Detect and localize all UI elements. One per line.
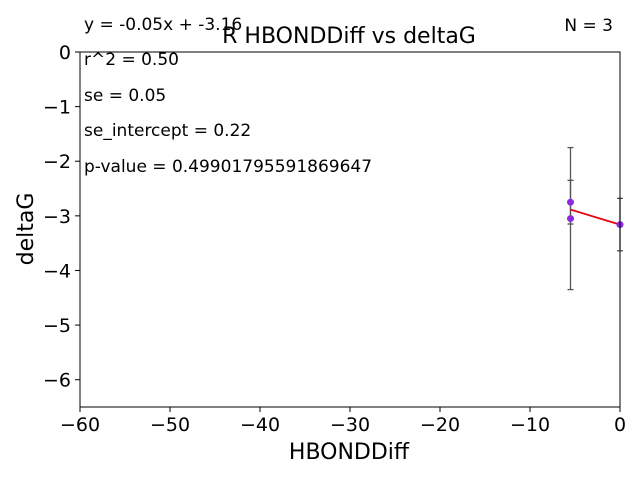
se-annotation: se = 0.05 xyxy=(84,86,166,106)
y-tick-label: −6 xyxy=(43,370,71,392)
n-annotation: N = 3 xyxy=(564,16,613,36)
x-tick-label: −30 xyxy=(330,414,370,436)
x-tick-label: −10 xyxy=(510,414,550,436)
p-value-annotation: p-value = 0.49901795591869647 xyxy=(84,157,372,177)
x-tick-label: −50 xyxy=(150,414,190,436)
y-tick-label: 0 xyxy=(59,42,71,64)
r2-annotation: r^2 = 0.50 xyxy=(84,50,179,70)
x-tick-label: −60 xyxy=(60,414,100,436)
x-tick-label: 0 xyxy=(614,414,626,436)
x-axis-label: HBONDDiff xyxy=(289,440,410,465)
equation-annotation: y = -0.05x + -3.16 xyxy=(84,15,242,35)
y-tick-label: −3 xyxy=(43,206,71,228)
y-axis-label: deltaG xyxy=(14,193,39,266)
y-tick-label: −4 xyxy=(43,260,71,282)
y-tick-label: −5 xyxy=(43,315,71,337)
se-intercept-annotation: se_intercept = 0.22 xyxy=(84,121,251,141)
data-point xyxy=(567,199,574,206)
chart-title: R HBONDDiff vs deltaG xyxy=(222,24,476,49)
y-tick-label: −2 xyxy=(43,151,71,173)
x-tick-label: −20 xyxy=(420,414,460,436)
regression-line xyxy=(571,210,621,225)
data-point xyxy=(567,215,574,222)
data-marks xyxy=(567,148,624,290)
y-tick-label: −1 xyxy=(43,97,71,119)
x-tick-label: −40 xyxy=(240,414,280,436)
